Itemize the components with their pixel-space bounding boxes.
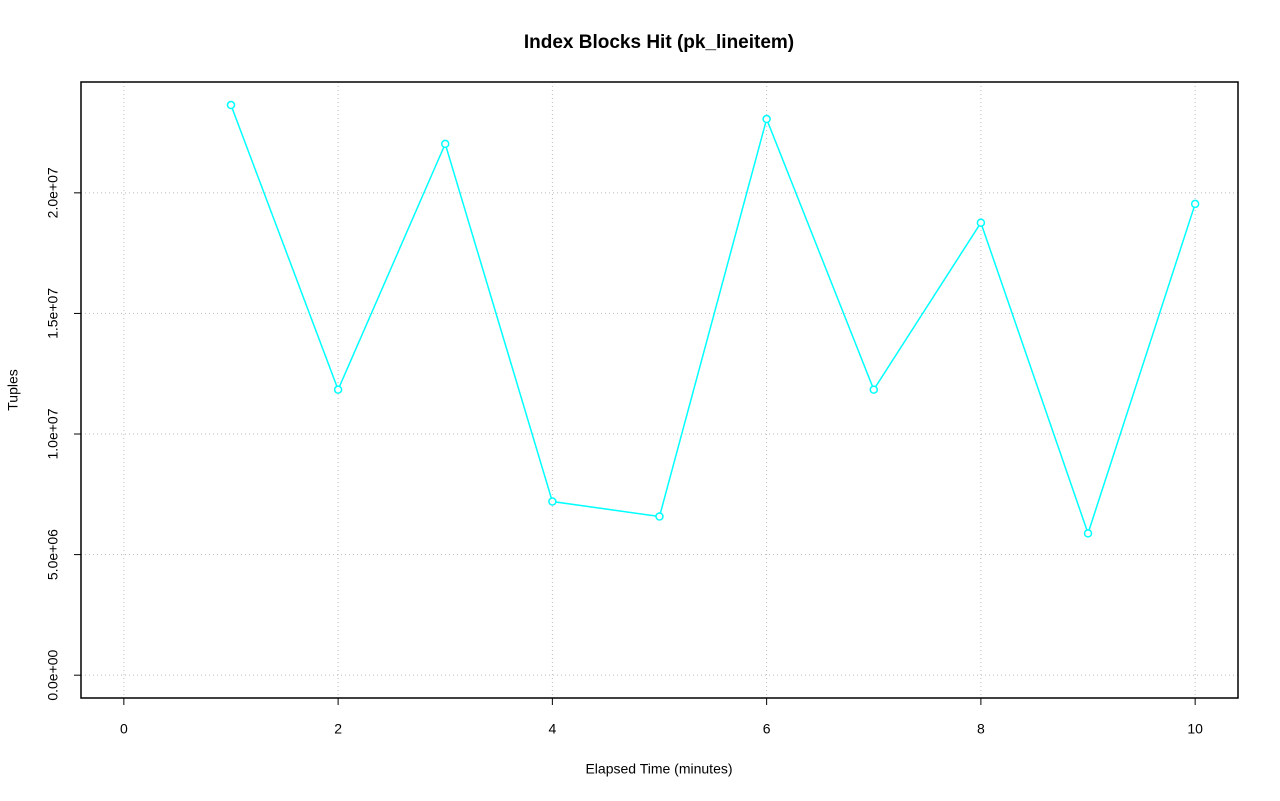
x-tick-label: 4 <box>548 721 556 737</box>
point <box>226 100 236 110</box>
x-axis-label: Elapsed Time (minutes) <box>585 761 732 777</box>
series-line <box>230 104 1196 536</box>
point <box>548 497 557 506</box>
x-tick-label: 8 <box>977 721 985 737</box>
plot-frame <box>80 81 1239 699</box>
point <box>1190 199 1200 209</box>
x-tick-label: 6 <box>763 721 771 737</box>
x-tick-label: 0 <box>120 721 128 737</box>
point <box>762 114 771 124</box>
x-tick-label: 2 <box>334 721 342 737</box>
y-tick-label: 1.0e+07 <box>45 408 61 459</box>
y-tick-label: 1.5e+07 <box>45 288 61 339</box>
point <box>440 139 450 149</box>
chart-title: Index Blocks Hit (pk_lineitem) <box>524 32 794 53</box>
y-tick-label: 5.0e+06 <box>45 529 61 580</box>
y-tick-label: 0.0e+00 <box>45 649 61 700</box>
point <box>869 385 879 394</box>
y-tick-label: 2.0e+07 <box>45 167 61 218</box>
point <box>655 512 664 521</box>
x-tick-label: 10 <box>1187 721 1203 737</box>
point <box>333 385 343 394</box>
point <box>1083 529 1093 538</box>
y-axis-label: Tuples <box>5 369 21 411</box>
point <box>976 218 986 227</box>
